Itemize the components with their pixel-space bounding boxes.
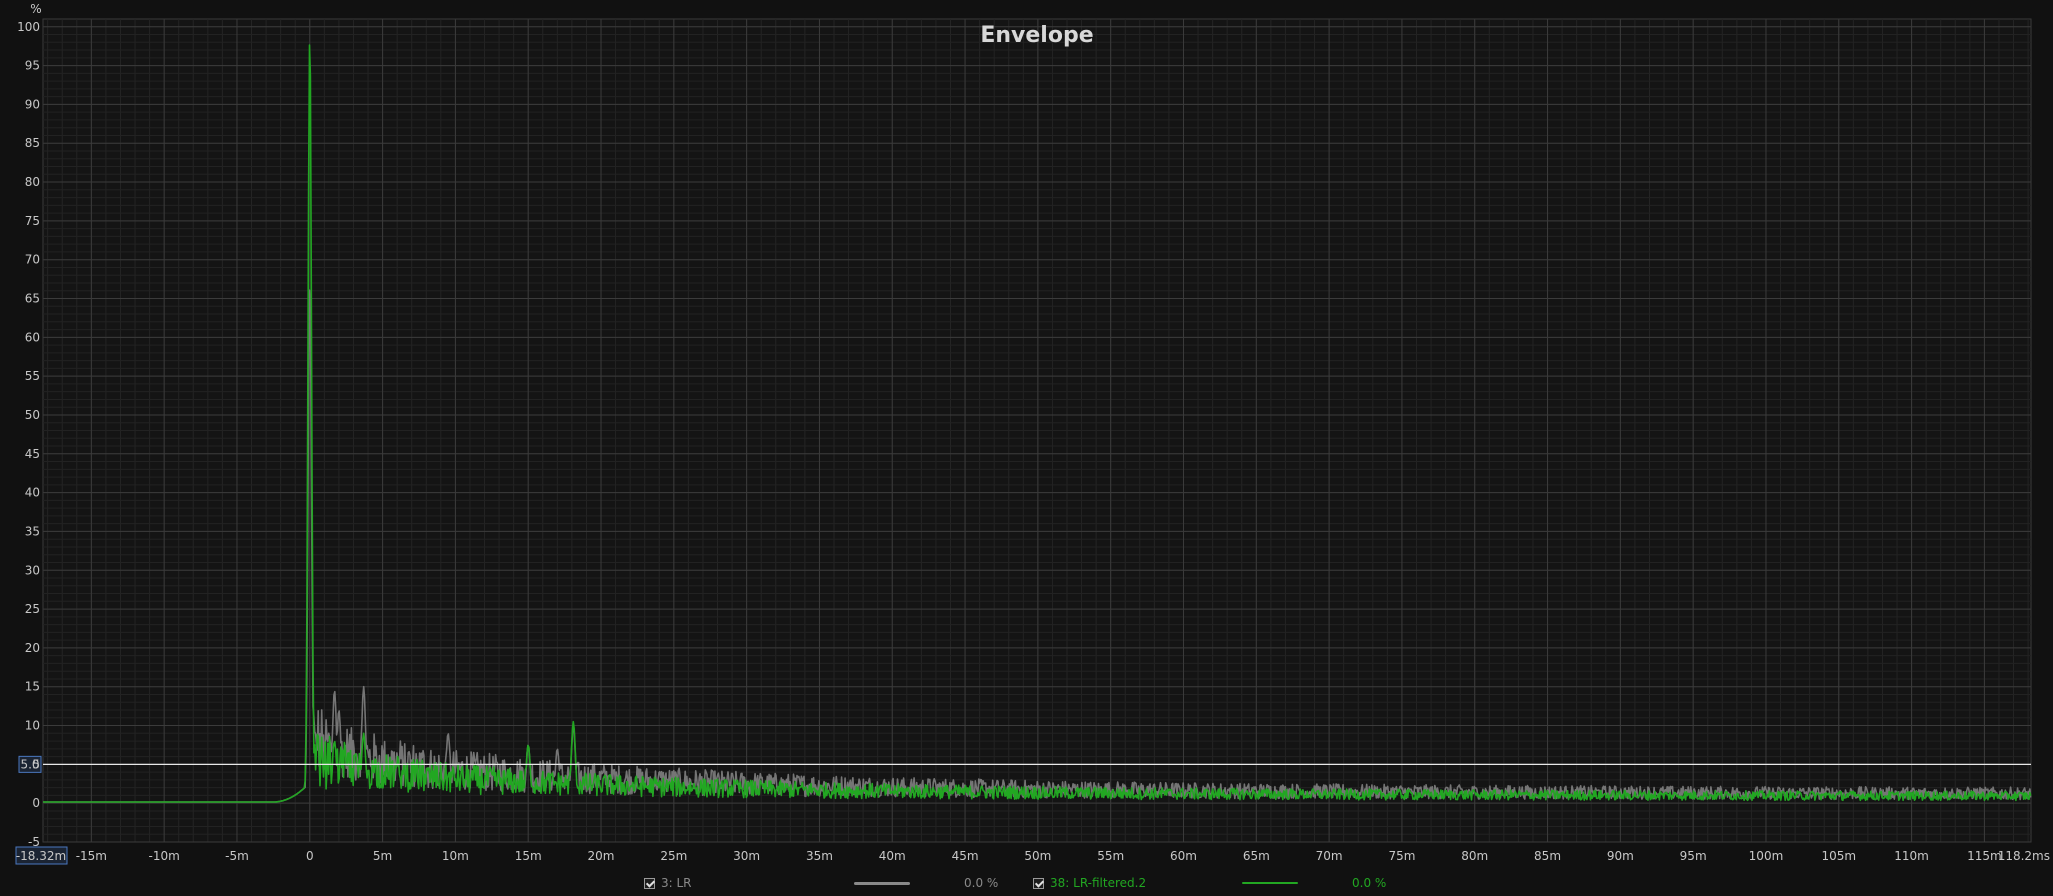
x-tick-label: 20m [588, 849, 615, 863]
y-tick-label: 45 [25, 447, 40, 461]
y-tick-label: -5 [28, 835, 40, 849]
y-tick-label: 70 [25, 253, 40, 267]
x-tick-label: 75m [1388, 849, 1415, 863]
y-tick-label: 35 [25, 524, 40, 538]
y-tick-label: 90 [25, 97, 40, 111]
y-tick-label: 30 [25, 563, 40, 577]
legend-value-lr: 0.0 % [964, 876, 999, 890]
x-tick-label: 0 [306, 849, 314, 863]
x-tick-label: 105m [1821, 849, 1856, 863]
x-end-label: 118.2ms [1998, 849, 2050, 863]
x-tick-label: -5m [225, 849, 249, 863]
x-tick-label: 85m [1534, 849, 1561, 863]
cursor-box [18, 755, 42, 773]
x-start-label: -18.32m [16, 849, 66, 863]
plot-grid [42, 18, 2032, 843]
legend-bar: 3: LR 0.0 % 38: LR-filtered.2 0.0 % [0, 872, 2053, 894]
x-tick-label: 70m [1316, 849, 1343, 863]
x-tick-label: 115m [1967, 849, 2002, 863]
y-tick-label: 0 [32, 796, 40, 810]
y-tick-label: 15 [25, 680, 40, 694]
x-tick-label: 10m [442, 849, 469, 863]
y-tick-label: 75 [25, 214, 40, 228]
legend-value-lr-filtered: 0.0 % [1352, 876, 1387, 890]
x-tick-label: 50m [1024, 849, 1051, 863]
x-start-box [15, 846, 68, 865]
x-tick-label: 25m [660, 849, 687, 863]
y-tick-label: 25 [25, 602, 40, 616]
y-tick-label: 80 [25, 175, 40, 189]
x-tick-label: 110m [1894, 849, 1929, 863]
x-tick-label: 65m [1243, 849, 1270, 863]
x-tick-label: -10m [149, 849, 180, 863]
y-tick-label: 60 [25, 330, 40, 344]
series-line-lr-filtered [43, 44, 2032, 803]
y-tick-label: 85 [25, 136, 40, 150]
chart-title: Envelope [980, 23, 1093, 48]
x-tick-label: 35m [806, 849, 833, 863]
y-tick-label: 95 [25, 59, 40, 73]
x-tick-label: 5m [373, 849, 392, 863]
y-tick-label: 65 [25, 292, 40, 306]
legend-item-lr-filtered[interactable]: 38: LR-filtered.2 [1033, 876, 1146, 890]
y-tick-label: 40 [25, 486, 40, 500]
x-tick-label: 45m [952, 849, 979, 863]
x-tick-label: 100m [1749, 849, 1784, 863]
x-tick-label: 95m [1680, 849, 1707, 863]
legend-label-lr-filtered: 38: LR-filtered.2 [1050, 876, 1147, 890]
y-tick-label: 50 [25, 408, 40, 422]
checkbox-lr-filtered[interactable] [1033, 877, 1044, 889]
x-tick-label: 90m [1607, 849, 1634, 863]
x-tick-label: -15m [76, 849, 107, 863]
plot-series [43, 44, 2032, 803]
y-tick-label: 100 [17, 20, 40, 34]
cursor-label: 5.0 [20, 757, 39, 771]
legend-swatch-lr-filtered [1242, 882, 1298, 884]
x-tick-label: 30m [733, 849, 760, 863]
legend-swatch-lr [854, 882, 910, 885]
plot-axes: -15m -10m -5m 0 5m 10m 15m 20m 25m 30m 35m 40m 45m 50… [15, 2, 2050, 865]
y-tick-label: 5 [32, 757, 40, 771]
x-tick-label: 15m [515, 849, 542, 863]
level-cursor: 5.0 [18, 755, 2031, 773]
y-tick-label: 55 [25, 369, 40, 383]
x-tick-label: 55m [1097, 849, 1124, 863]
x-tick-label: 80m [1461, 849, 1488, 863]
y-axis-label: % [30, 2, 41, 16]
legend-item-lr[interactable]: 3: LR [644, 876, 692, 890]
y-tick-label: 20 [25, 641, 40, 655]
x-tick-label: 60m [1170, 849, 1197, 863]
legend-label-lr: 3: LR [661, 876, 692, 890]
checkbox-lr[interactable] [644, 877, 655, 889]
x-tick-label: 40m [879, 849, 906, 863]
y-tick-label: 10 [25, 719, 40, 733]
